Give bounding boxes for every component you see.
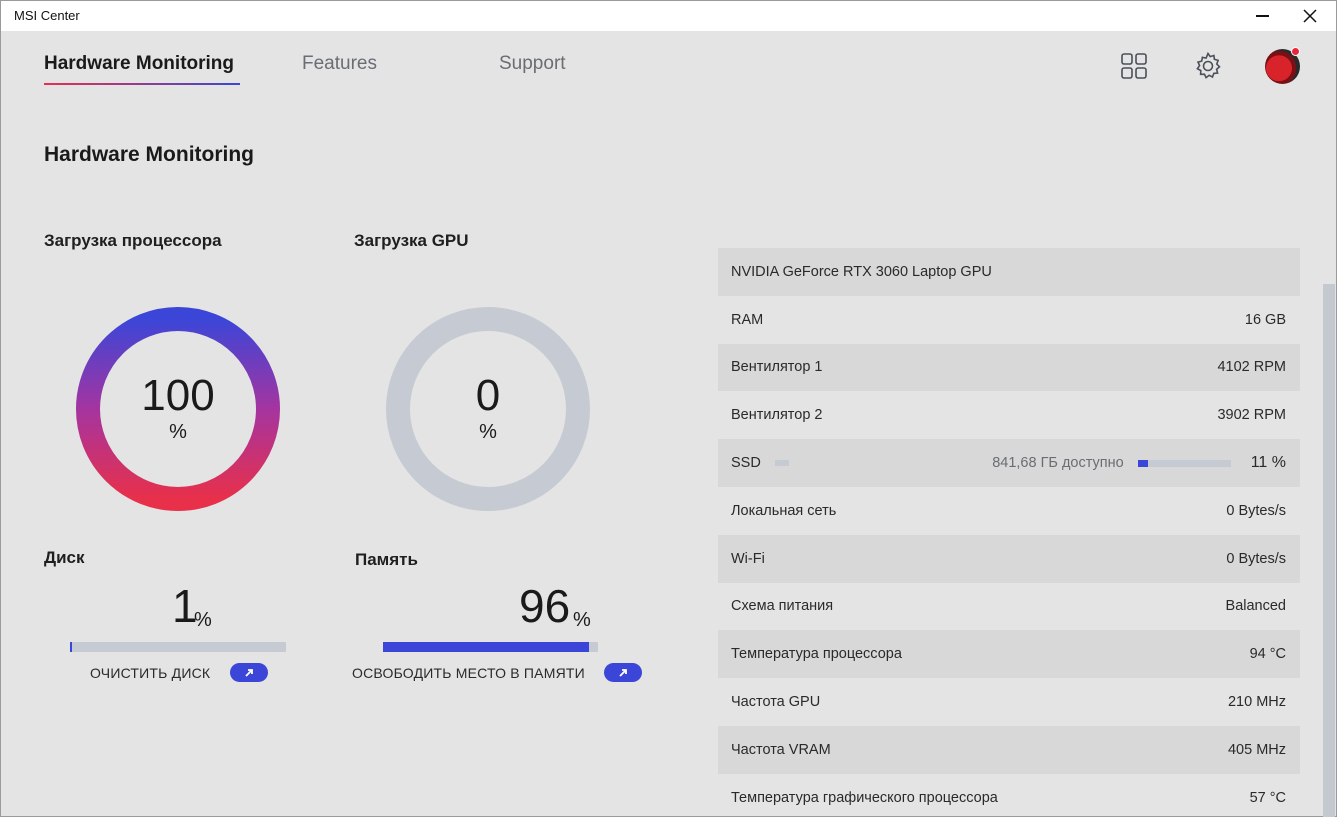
cpu-load-label: Загрузка процессора (44, 231, 222, 250)
disk-progress-fill (70, 642, 73, 652)
info-value: 57 °C (1249, 789, 1286, 806)
free-memory-label: ОСВОБОДИТЬ МЕСТО В ПАМЯТИ (352, 665, 585, 681)
window-title: MSI Center (14, 8, 80, 23)
info-label: Вентилятор 2 (731, 407, 823, 424)
tab-support[interactable]: Support (499, 53, 566, 74)
tab-hardware-monitoring[interactable]: Hardware Monitoring (44, 53, 235, 74)
info-value: 3902 RPM (1217, 407, 1286, 424)
info-value: 94 °C (1249, 646, 1286, 663)
info-scrollbar[interactable] (1323, 284, 1335, 817)
info-value: 405 MHz (1227, 741, 1286, 758)
gpu-name: NVIDIA GeForce RTX 3060 Laptop GPU (731, 263, 992, 280)
info-row-gpu-name: NVIDIA GeForce RTX 3060 Laptop GPU (718, 248, 1300, 296)
disk-progress (70, 642, 286, 652)
info-row-fan-2: Вентилятор 2 3902 RPM (718, 391, 1300, 439)
memory-value: 96 (519, 580, 571, 632)
ssd-usage-bar (1137, 459, 1231, 467)
gpu-load-gauge (386, 307, 590, 511)
ssd-available: 841,68 ГБ доступно (992, 455, 1124, 472)
info-row-cpu-temp: Температура процессора 94 °C (718, 630, 1300, 679)
gpu-load-label: Загрузка GPU (354, 231, 469, 250)
disk-value: 1 (172, 580, 198, 632)
clean-disk-label: ОЧИСТИТЬ ДИСК (90, 665, 211, 681)
info-label: Вентилятор 1 (731, 359, 823, 376)
info-row-gpu-temp: Температура графического процессора 57 °… (718, 774, 1300, 817)
memory-unit: % (573, 609, 591, 631)
info-row-power-plan: Схема питания Balanced (718, 583, 1300, 631)
info-label: Частота GPU (731, 694, 821, 711)
arrow-up-icon (245, 668, 253, 677)
memory-progress-fill (383, 642, 590, 652)
info-label: Wi-Fi (731, 550, 765, 567)
info-value: 210 MHz (1227, 694, 1286, 711)
ssd-usage-fill (1137, 459, 1148, 467)
title-bar: MSI Center (1, 1, 1336, 31)
memory-label: Память (355, 550, 418, 569)
gpu-load-value: 0 (475, 371, 501, 420)
arrow-up-icon (619, 668, 627, 677)
info-label: Локальная сеть (731, 502, 837, 519)
info-row-lan: Локальная сеть 0 Bytes/s (718, 487, 1300, 535)
cpu-load-gauge (76, 307, 280, 511)
memory-progress (383, 642, 598, 652)
ssd-percent: 11 % (1250, 454, 1286, 472)
grid-icon[interactable] (1117, 49, 1151, 83)
ssd-mini-bar (774, 460, 789, 467)
page-title: Hardware Monitoring (44, 143, 255, 166)
info-row-ram: RAM 16 GB (718, 296, 1300, 344)
disk-unit: % (194, 609, 212, 631)
gear-icon[interactable] (1191, 49, 1225, 83)
notification-dot (1291, 47, 1300, 56)
info-value: 4102 RPM (1217, 359, 1286, 376)
info-value: 16 GB (1244, 311, 1286, 328)
clean-disk-button[interactable] (230, 663, 268, 682)
close-button[interactable] (1287, 1, 1333, 31)
hardware-info-table: NVIDIA GeForce RTX 3060 Laptop GPU RAM 1… (718, 248, 1300, 817)
info-value: 0 Bytes/s (1226, 502, 1286, 519)
info-label: SSD (731, 455, 761, 472)
disk-label: Диск (44, 548, 85, 567)
cpu-load-unit: % (169, 421, 187, 443)
info-label: Температура графического процессора (731, 789, 998, 806)
minimize-button[interactable] (1239, 1, 1285, 31)
cpu-load-value: 100 (141, 371, 215, 420)
info-row-ssd: SSD 841,68 ГБ доступно 11 % (718, 439, 1300, 487)
info-row-fan-1: Вентилятор 1 4102 RPM (718, 343, 1300, 392)
info-value: 0 Bytes/s (1226, 550, 1286, 567)
active-tab-indicator (44, 83, 240, 85)
cpu-gauge-arc (76, 307, 280, 511)
close-icon (1303, 9, 1317, 23)
info-value: Balanced (1225, 598, 1286, 615)
info-row-gpu-clock: Частота GPU 210 MHz (718, 678, 1300, 726)
free-memory-button[interactable] (604, 663, 642, 682)
gpu-load-unit: % (479, 421, 497, 443)
minimize-icon (1255, 15, 1269, 17)
info-label: Схема питания (731, 598, 834, 615)
info-label: Температура процессора (731, 646, 902, 663)
gpu-gauge-track (386, 307, 590, 511)
tab-features[interactable]: Features (302, 53, 377, 74)
info-label: Частота VRAM (731, 741, 831, 758)
info-row-vram-clock: Частота VRAM 405 MHz (718, 725, 1300, 774)
info-label: RAM (731, 311, 764, 328)
info-row-wifi: Wi-Fi 0 Bytes/s (718, 534, 1300, 583)
